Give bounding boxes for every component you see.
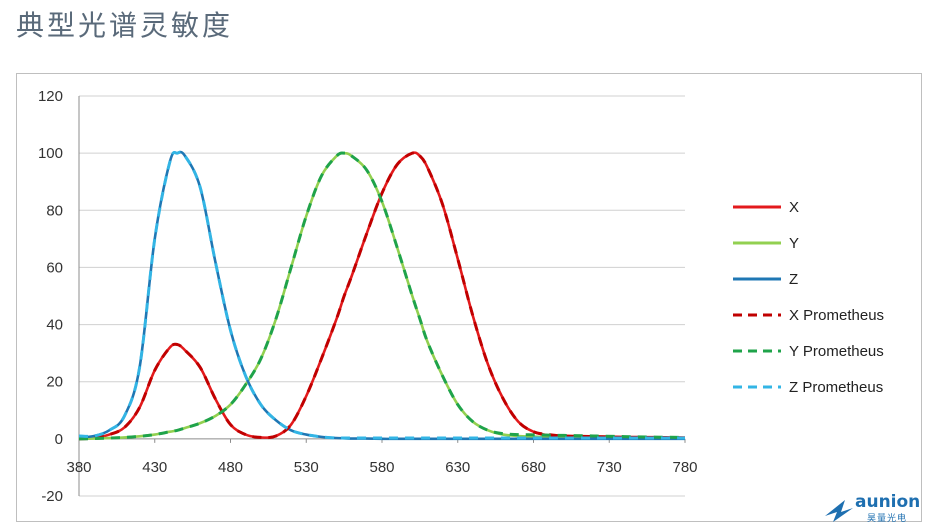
legend-label-z: Z	[789, 271, 798, 288]
x-tick-label: 380	[66, 459, 91, 476]
logo-icon	[825, 500, 853, 522]
x-tick-label: 630	[445, 459, 470, 476]
tick-layer: -20 0 20 40 60 80 100 120 380 430 480 530 580 630 680 7…	[38, 88, 698, 505]
x-tick-label: 680	[521, 459, 546, 476]
x-tick-label: 530	[294, 459, 319, 476]
y-tick-label: -20	[41, 488, 63, 505]
series-line-y	[79, 151, 685, 441]
legend-label-y: Y	[789, 235, 799, 252]
series-layer	[79, 150, 685, 441]
series-line-y-prometheus	[79, 151, 685, 441]
legend-layer: X Y Z X Prometheus Y Prometheus Z Prometheus	[733, 199, 884, 396]
legend-label-x-prometheus: X Prometheus	[789, 307, 884, 324]
legend-label-z-prometheus: Z Prometheus	[789, 379, 883, 396]
spectral-sensitivity-chart: -20 0 20 40 60 80 100 120 380 430 480 530 580 630 680 7…	[38, 88, 884, 505]
y-tick-label: 60	[46, 259, 63, 276]
x-tick-label: 480	[218, 459, 243, 476]
y-tick-label: 40	[46, 317, 63, 334]
x-tick-label: 430	[142, 459, 167, 476]
y-tick-label: 20	[46, 374, 63, 391]
chart-frame: -20 0 20 40 60 80 100 120 380 430 480 530 580 630 680 7…	[16, 73, 922, 522]
logo-subtitle: 昊量光电	[867, 514, 908, 524]
y-tick-label: 80	[46, 202, 63, 219]
page-title: 典型光谱灵敏度	[16, 9, 234, 42]
y-tick-label: 120	[38, 88, 63, 105]
legend-label-x: X	[789, 199, 799, 216]
y-tick-label: 0	[55, 431, 63, 448]
x-tick-label: 780	[672, 459, 697, 476]
x-tick-label: 730	[597, 459, 622, 476]
legend-label-y-prometheus: Y Prometheus	[789, 343, 884, 360]
x-tick-label: 580	[369, 459, 394, 476]
series-line-x-prometheus	[79, 151, 685, 441]
brand-logo: aunion 昊量光电	[823, 492, 923, 528]
series-line-z-prometheus	[79, 150, 685, 440]
logo-wordmark: aunion	[855, 492, 921, 512]
y-tick-label: 100	[38, 145, 63, 162]
